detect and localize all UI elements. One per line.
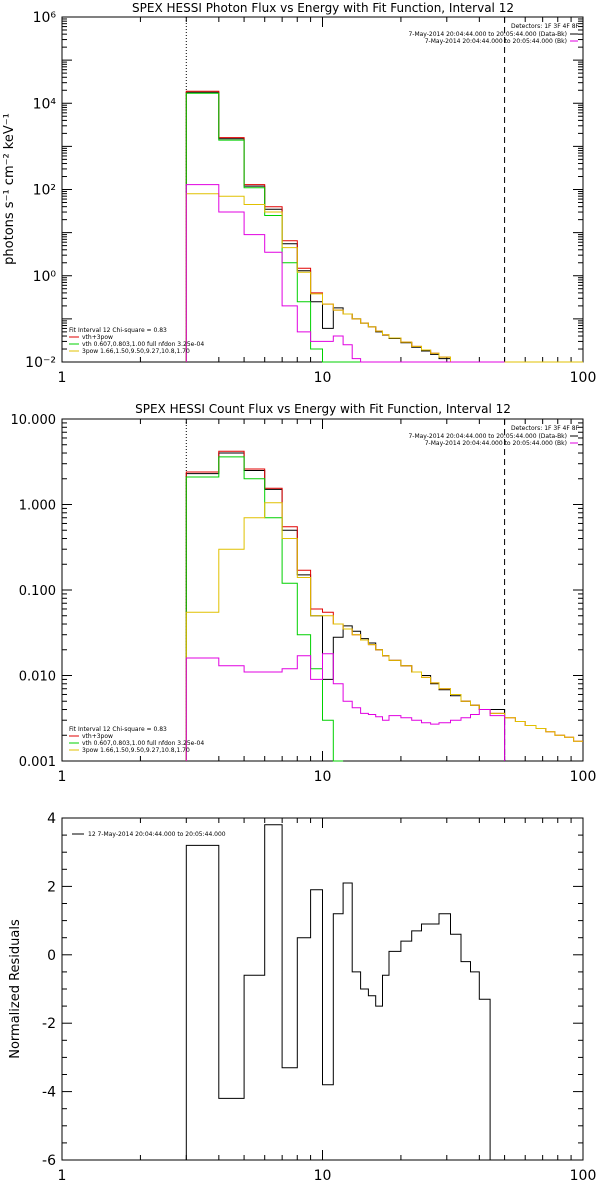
legend-entry-label: 3pow 1.66,1.50,9.50,9.27,10.8,1.70 xyxy=(82,348,190,355)
series-line-data-bk xyxy=(185,452,506,761)
x-tick-label: 100 xyxy=(570,769,597,785)
detectors-label: Detectors: 1F 3F 4F 8F xyxy=(511,425,580,432)
y-tick-label: 1.000 xyxy=(19,499,56,514)
series-line-vth xyxy=(185,456,344,762)
y-tick-label: 0.100 xyxy=(19,584,56,599)
x-tick-label: 100 xyxy=(570,1168,597,1184)
series-line-3pow xyxy=(185,193,583,363)
y-tick-label: 0.010 xyxy=(19,670,56,685)
series-line-3pow xyxy=(185,502,583,761)
y-tick-label: -2 xyxy=(42,1016,56,1032)
series-line-bk xyxy=(185,184,505,363)
y-tick-label: 10⁴ xyxy=(33,96,57,112)
legend-entry-label: Fit Interval 12 Chi-square = 0.83 xyxy=(69,726,167,733)
x-tick-label: 100 xyxy=(570,370,597,386)
y-tick-label: 10² xyxy=(33,183,56,199)
legend-entry-label: vth 0.607,0.803,1.00 full nfdon 3.25e-04 xyxy=(82,740,204,747)
count-chart-title: SPEX HESSI Count Flux vs Energy with Fit… xyxy=(135,402,511,416)
y-tick-label: 2 xyxy=(47,879,56,895)
x-tick-label: 1 xyxy=(58,769,67,785)
legend-entry-label: Fit Interval 12 Chi-square = 0.83 xyxy=(69,327,167,334)
series-line-vth-3pow xyxy=(185,450,583,761)
series-line-vth-3pow xyxy=(185,90,583,363)
y-tick-label: 10⁰ xyxy=(33,269,57,285)
legend-entry-label: vth+3pow xyxy=(82,334,113,341)
legend-entry-label: 3pow 1.66,1.50,9.50,9.27,10.8,1.70 xyxy=(82,747,190,754)
x-tick-label: 10 xyxy=(314,1168,332,1184)
y-tick-label: 10⁶ xyxy=(33,10,57,26)
count-flux-panel: SPEX HESSI Count Flux vs Energy with Fit… xyxy=(11,402,597,785)
residuals-panel: Normalized Residuals 1 10 100 -6 -4 -2 0 2 4 12 … xyxy=(8,811,596,1184)
y-tick-label: -4 xyxy=(42,1085,56,1101)
legend-entry-label: vth+3pow xyxy=(82,733,113,740)
legend-entry-label: 12 7-May-2014 20:04:44.000 to 20:05:44.0… xyxy=(88,831,226,838)
x-tick-label: 1 xyxy=(58,370,67,386)
photon-y-axis-title: photons s⁻¹ cm⁻² keV⁻¹ xyxy=(2,113,17,265)
y-tick-label: 0.001 xyxy=(19,755,56,770)
series-line-12 xyxy=(185,824,505,1161)
series-line-bk xyxy=(185,653,506,761)
legend-entry-label: 7-May-2014 20:04:44.000 to 20:05:44.000 … xyxy=(425,440,567,447)
y-tick-label: 4 xyxy=(47,811,56,827)
y-tick-label: 0 xyxy=(47,948,56,964)
y-tick-label: -6 xyxy=(42,1153,56,1169)
legend-entry-label: vth 0.607,0.803,1.00 full nfdon 3.25e-04 xyxy=(82,341,204,348)
y-tick-label: 10.000 xyxy=(11,413,57,428)
x-tick-label: 10 xyxy=(314,769,332,785)
residuals-y-axis-title: Normalized Residuals xyxy=(8,919,23,1059)
series-line-data-bk xyxy=(185,91,505,363)
y-tick-label: 10⁻² xyxy=(25,355,56,371)
legend-entry-label: 7-May-2014 20:04:44.000 to 20:05:44.000 … xyxy=(408,433,567,440)
photon-chart-title: SPEX HESSI Photon Flux vs Energy with Fi… xyxy=(132,1,514,15)
x-tick-label: 10 xyxy=(314,370,332,386)
detectors-label: Detectors: 1F 3F 4F 8F xyxy=(511,23,580,30)
x-tick-label: 1 xyxy=(58,1168,67,1184)
legend-entry-label: 7-May-2014 20:04:44.000 to 20:05:44.000 … xyxy=(408,31,567,38)
legend-entry-label: 7-May-2014 20:04:44.000 to 20:05:44.000 … xyxy=(425,38,567,45)
photon-flux-panel: SPEX HESSI Photon Flux vs Energy with Fi… xyxy=(2,1,596,386)
series-line-vth xyxy=(185,92,361,363)
